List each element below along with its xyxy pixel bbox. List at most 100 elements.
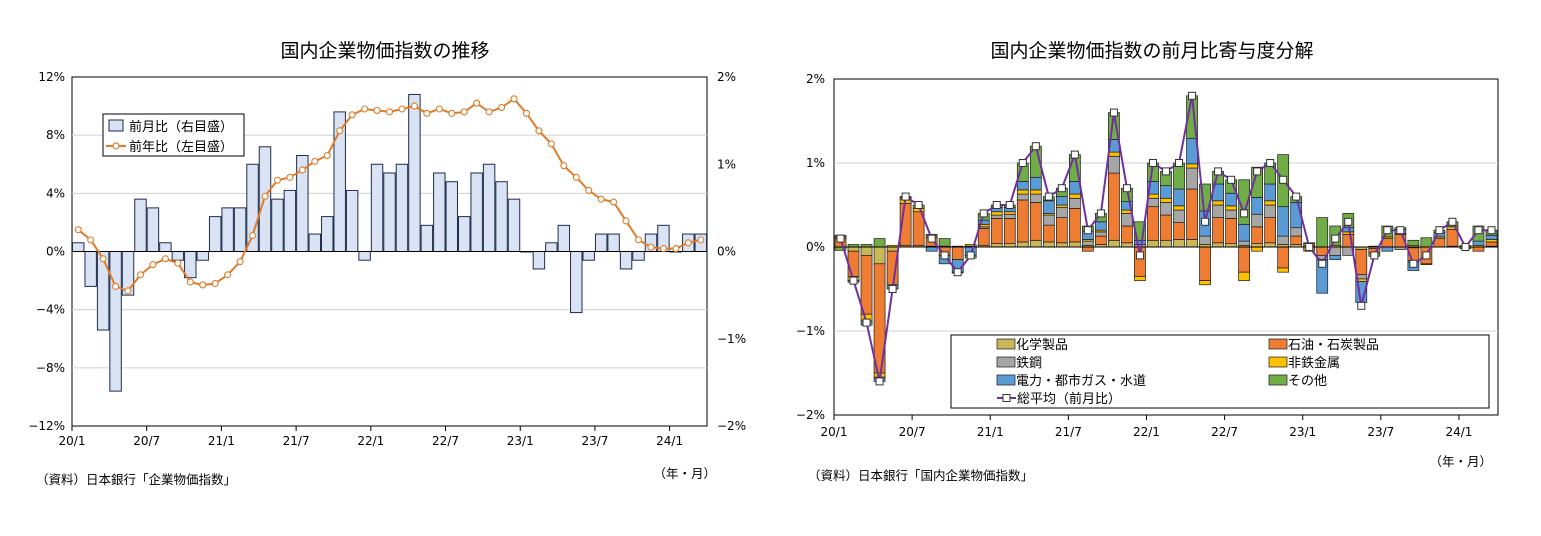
bar-segment-power: [1225, 192, 1237, 207]
line-average-point: [966, 251, 975, 260]
line-average-point: [1109, 108, 1118, 117]
bar-monthly-change: [283, 189, 297, 253]
x-tick-label: 22/1: [357, 434, 384, 448]
line-average-point: [1135, 251, 1144, 260]
line-average-point: [1487, 226, 1496, 235]
bar-segment-chemical: [1212, 242, 1224, 248]
bar-segment-oil: [951, 246, 964, 260]
bar-monthly-change: [582, 251, 595, 261]
bar-segment-chemical: [1003, 243, 1016, 248]
line-point: [311, 157, 319, 165]
bar-segment-oil: [1173, 222, 1185, 240]
line-point: [136, 271, 145, 279]
line-average-point: [836, 234, 845, 243]
bar-monthly-change: [184, 251, 197, 279]
bar-segment-power: [1055, 196, 1068, 206]
bar-segment-other: [1316, 217, 1329, 248]
chart-left-title: 国内企業物価指数の推移: [280, 40, 489, 62]
line-point: [124, 287, 132, 295]
bar-monthly-change: [545, 242, 558, 252]
bar-monthly-change: [470, 172, 483, 253]
bar-segment-steel: [1277, 235, 1290, 245]
line-average-point: [862, 318, 871, 327]
bar-monthly-change: [271, 198, 284, 252]
line-point: [547, 140, 555, 148]
bar-segment-other: [938, 238, 951, 247]
x-tick-label: 21/7: [283, 434, 310, 448]
bar-segment-nonferrous: [1186, 163, 1198, 169]
bar-segment-other: [1407, 239, 1420, 246]
bar-segment-chemical: [1160, 239, 1172, 248]
bar-segment-oil: [1160, 214, 1172, 241]
bar-segment-steel: [1264, 204, 1277, 218]
line-point: [286, 173, 294, 181]
x-tick-label: 20/7: [133, 434, 160, 448]
bar-segment-oil: [1029, 202, 1042, 241]
bar-segment-nonferrous: [1342, 231, 1355, 235]
line-average-point: [1175, 159, 1184, 167]
line-point: [398, 105, 406, 113]
bar-segment-steel: [1251, 213, 1263, 228]
bar-segment-steel: [1173, 209, 1185, 223]
legend-label: 電力・都市ガス・水道: [1016, 373, 1146, 389]
bar-segment-oil: [1355, 249, 1368, 276]
bar-segment-steel: [1121, 213, 1133, 227]
bar-segment-steel: [1212, 204, 1224, 218]
line-average-point: [927, 234, 936, 243]
bar-segment-oil: [990, 218, 1003, 244]
bar-segment-oil: [1264, 217, 1277, 244]
line-point: [647, 243, 655, 251]
bar-segment-steel: [1108, 155, 1120, 174]
bar-segment-oil: [1290, 235, 1303, 245]
bar-segment-steel: [1329, 246, 1342, 256]
bar-segment-steel: [1042, 214, 1055, 226]
chart-right-source: （資料）日本銀行「国内企業物価指数」: [808, 468, 1033, 483]
x-tick-label: 20/1: [59, 434, 86, 448]
right-axis-tick-label: 2%: [717, 70, 736, 84]
left-axis-tick-label: −12%: [28, 419, 65, 433]
bar-segment-steel: [1029, 193, 1042, 203]
right-axis-tick-label: 1%: [717, 157, 736, 171]
line-point: [498, 103, 506, 112]
line-average-point: [1318, 259, 1327, 268]
line-point: [597, 195, 605, 203]
bar-segment-nonferrous: [964, 244, 977, 247]
bar-segment-chemical: [1186, 239, 1198, 248]
line-average-point: [849, 276, 858, 285]
bar-segment-power: [1095, 221, 1107, 231]
bar-monthly-change: [159, 242, 172, 252]
bar-segment-oil: [1238, 246, 1250, 273]
legend-swatch-oil: [1268, 338, 1288, 350]
bar-segment-oil: [1069, 208, 1081, 243]
bar-segment-oil: [1095, 235, 1107, 245]
line-point: [248, 231, 257, 240]
bar-segment-oil: [1108, 172, 1120, 241]
x-tick-label: 20/7: [899, 425, 926, 439]
chart-left-unit-label: （年・月）: [653, 466, 716, 481]
bar-segment-nonferrous: [1160, 197, 1172, 203]
bar-segment-steel: [1225, 209, 1237, 219]
line-point: [435, 105, 443, 113]
bar-segment-oil: [1472, 246, 1485, 252]
bar-segment-steel: [1199, 235, 1211, 245]
line-average-point: [1370, 251, 1379, 260]
legend-swatch-chemical: [996, 338, 1016, 350]
line-average-point: [888, 285, 897, 293]
line-point: [473, 99, 481, 107]
bar-segment-power: [925, 246, 938, 252]
bar-segment-nonferrous: [1173, 205, 1185, 211]
chart-left-x-axis-ticks: 20/1 20/7 21/1 21/7 22/1 22/7 23/1 23/7 24/1: [59, 426, 683, 448]
line-average-point: [1214, 167, 1223, 176]
bar-segment-chemical: [886, 246, 899, 252]
bar-segment-nonferrous: [1277, 267, 1290, 273]
line-point: [410, 102, 418, 110]
line-average-point: [1057, 184, 1066, 193]
chart-left-left-axis-ticks: 12% 8% 4% 0% −4% −8% −12%: [28, 70, 65, 433]
bar-monthly-change: [383, 172, 396, 253]
bar-segment-chemical: [873, 246, 886, 265]
line-point: [224, 271, 232, 279]
x-tick-label: 23/7: [581, 434, 608, 448]
bar-segment-oil: [1082, 246, 1094, 252]
bar-segment-nonferrous: [1225, 205, 1237, 211]
line-average-point: [1044, 192, 1053, 201]
